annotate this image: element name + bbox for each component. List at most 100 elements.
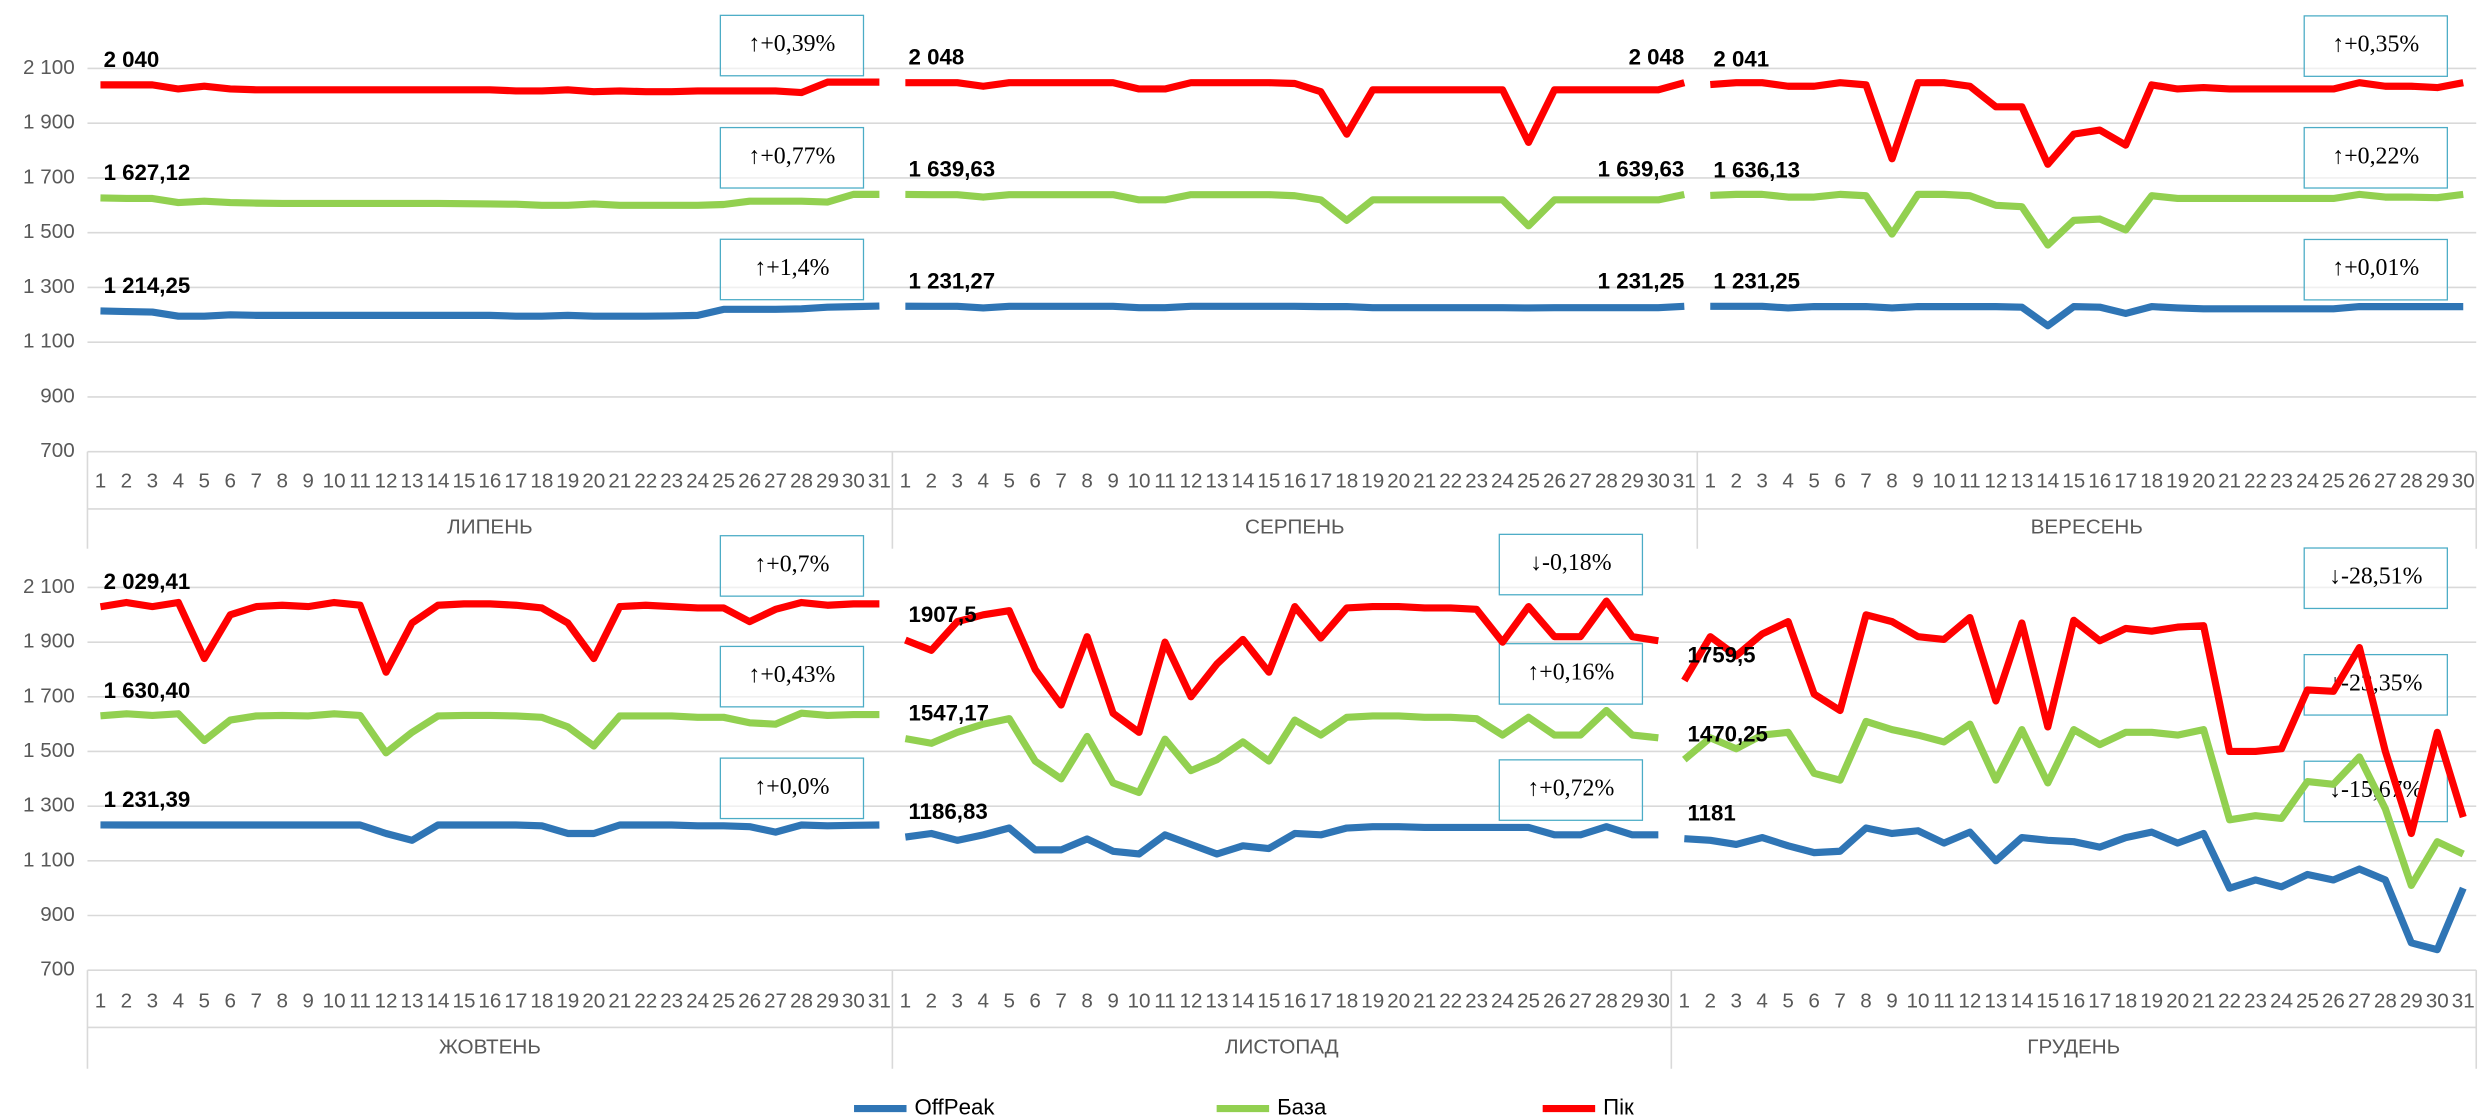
y-tick-label: 2 100 [23,575,75,598]
series-line [100,78,880,97]
data-label: 1470,25 [1687,722,1767,747]
series-line [99,598,880,676]
day-label: 20 [1387,469,1410,492]
data-label: 1 636,13 [1713,157,1800,182]
day-label: 29 [1621,989,1644,1012]
data-label: 1 231,25 [1598,268,1685,293]
day-label: 2 [926,469,938,492]
change-label: ↑+0,43% [748,662,835,688]
day-label: 5 [1003,469,1015,492]
day-label: 6 [1029,989,1041,1012]
change-label: ↑+0,22% [2332,143,2419,169]
day-label: 7 [1834,989,1846,1012]
day-label: 9 [1886,989,1898,1012]
day-label: 28 [1595,989,1618,1012]
series-line [1710,79,2464,168]
day-label: 14 [1231,989,1254,1012]
series-line [1681,717,2465,890]
day-label: 28 [2400,469,2423,492]
day-label: 5 [1808,469,1820,492]
day-label: 12 [375,989,398,1012]
y-tick-label: 1 900 [23,630,75,653]
day-label: 18 [530,989,553,1012]
day-label: 18 [2114,989,2137,1012]
data-label: 1 214,25 [104,273,191,298]
day-label: 13 [2010,469,2033,492]
day-label: 13 [401,469,424,492]
day-label: 1 [900,469,912,492]
day-label: 9 [1912,469,1924,492]
day-label: 29 [2400,989,2423,1012]
day-label: 11 [1154,989,1175,1012]
day-label: 22 [634,469,657,492]
day-label: 23 [1465,469,1488,492]
day-label: 21 [608,989,631,1012]
change-label: ↑+0,77% [748,143,835,169]
data-label: 2 041 [1713,47,1769,72]
y-tick-label: 700 [40,958,74,981]
day-label: 21 [608,469,631,492]
series-line [100,821,880,844]
y-tick-label: 1 300 [23,794,75,817]
day-label: 18 [2140,469,2163,492]
day-label: 12 [1958,989,1981,1012]
day-label: 14 [427,989,450,1012]
change-box [2303,15,2448,77]
day-label: 24 [1491,989,1514,1012]
day-label: 24 [2270,989,2293,1012]
day-label: 3 [952,469,964,492]
day-label: 24 [686,469,709,492]
series-line [100,190,880,209]
data-label: 2 040 [104,47,160,72]
change-label: ↑+0,0% [754,774,829,800]
day-label: 8 [1081,469,1093,492]
legend-label: База [1277,1094,1327,1119]
day-label: 18 [530,469,553,492]
data-label: 1 231,27 [909,268,996,293]
day-label: 25 [1517,989,1540,1012]
y-tick-label: 900 [40,384,74,407]
day-label: 21 [1413,989,1436,1012]
day-label: 25 [2296,989,2319,1012]
y-tick-label: 1 900 [23,111,75,134]
day-label: 1 [1679,989,1691,1012]
day-label: 3 [1756,469,1768,492]
day-label: 28 [790,989,813,1012]
day-label: 17 [1309,469,1332,492]
day-label: 22 [634,989,657,1012]
day-label: 22 [2218,989,2241,1012]
day-label: 13 [1205,469,1228,492]
day-label: 8 [1886,469,1898,492]
day-label: 26 [1543,469,1566,492]
day-label: 25 [2322,469,2345,492]
day-label: 21 [2192,989,2215,1012]
day-label: 15 [2062,469,2085,492]
day-label: 11 [349,989,370,1012]
y-tick-label: 1 700 [23,165,75,188]
day-label: 14 [1231,469,1254,492]
change-label: ↑+0,16% [1527,659,1614,685]
y-tick-label: 1 300 [23,275,75,298]
change-box [2303,126,2448,189]
day-label: 24 [1491,469,1514,492]
day-label: 10 [1932,469,1955,492]
day-label: 20 [2166,989,2189,1012]
day-label: 11 [1154,469,1175,492]
day-label: 16 [478,469,501,492]
day-label: 14 [2036,469,2059,492]
day-label: 10 [323,989,346,1012]
day-label: 27 [1569,989,1592,1012]
change-box [1498,533,1644,596]
day-label: 10 [1128,469,1151,492]
day-label: 29 [816,989,839,1012]
day-label: 23 [2244,989,2267,1012]
day-label: 21 [2218,469,2241,492]
day-label: 9 [1107,989,1119,1012]
day-label: 6 [225,989,237,1012]
day-label: 6 [1834,469,1846,492]
day-label: 30 [842,469,865,492]
data-label: 1 627,12 [104,160,191,185]
day-label: 5 [199,469,211,492]
y-tick-label: 1 500 [23,739,75,762]
day-label: 23 [2270,469,2293,492]
